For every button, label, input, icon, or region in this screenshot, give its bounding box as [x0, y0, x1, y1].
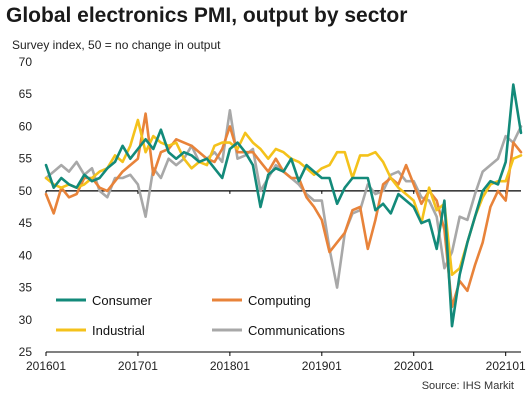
- legend-label: Industrial: [92, 323, 145, 338]
- y-tick-label: 45: [19, 216, 33, 230]
- x-tick-label: 201701: [118, 359, 158, 373]
- x-tick-label: 202101: [486, 359, 526, 373]
- series-line-consumer: [44, 83, 523, 328]
- y-tick-label: 60: [19, 119, 33, 133]
- chart-source: Source: IHS Markit: [421, 380, 514, 392]
- x-tick-label: 202001: [394, 359, 434, 373]
- y-tick-label: 65: [19, 87, 33, 101]
- legend-label: Communications: [248, 323, 345, 338]
- x-tick-label: 201601: [26, 359, 66, 373]
- x-tick-label: 201801: [210, 359, 250, 373]
- series-line-industrial: [44, 118, 523, 277]
- y-tick-label: 25: [19, 345, 33, 359]
- legend-label: Consumer: [92, 293, 153, 308]
- legend-label: Computing: [248, 293, 311, 308]
- y-tick-label: 35: [19, 281, 33, 295]
- x-tick-label: 201901: [302, 359, 342, 373]
- chart-subtitle: Survey index, 50 = no change in output: [12, 38, 221, 52]
- chart-title: Global electronics PMI, output by sector: [6, 4, 408, 27]
- y-tick-label: 55: [19, 152, 33, 166]
- y-tick-label: 40: [19, 248, 33, 262]
- y-tick-label: 50: [19, 184, 33, 198]
- y-tick-label: 70: [19, 55, 33, 69]
- y-tick-label: 30: [19, 313, 33, 327]
